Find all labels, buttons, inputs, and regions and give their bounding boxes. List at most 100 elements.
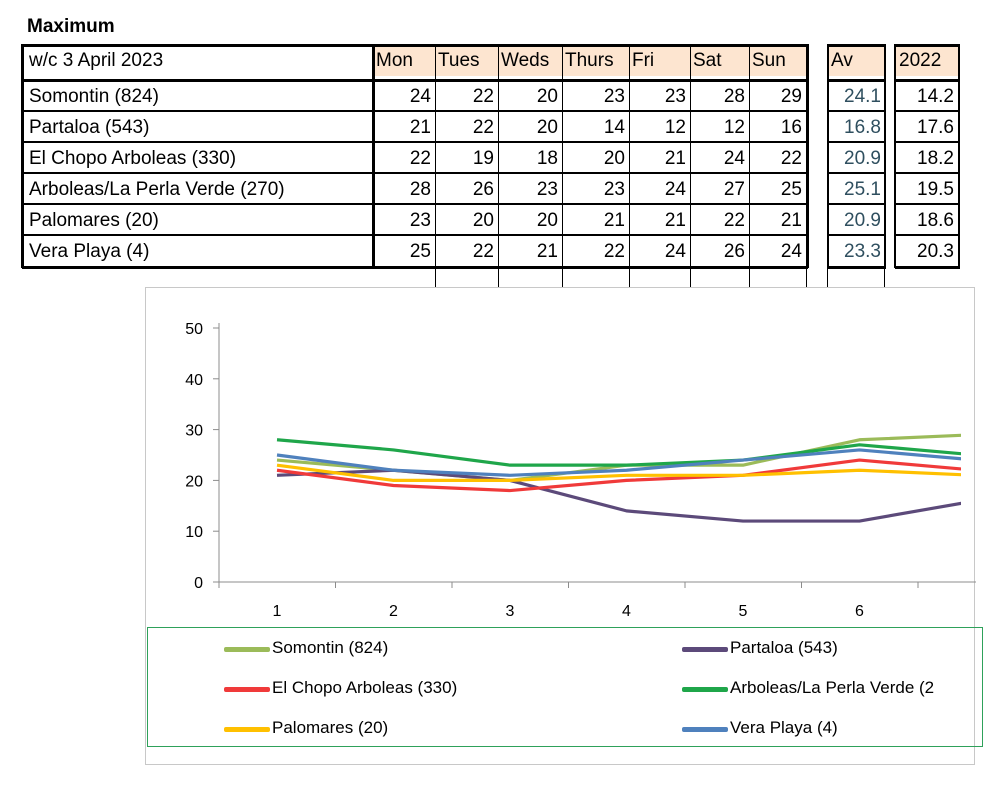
table-cell: 23	[409, 210, 431, 231]
station-name: Vera Playa (4)	[29, 241, 150, 262]
table-rule	[828, 234, 886, 236]
table-rule	[827, 268, 828, 288]
table-rule	[435, 44, 436, 268]
legend-swatch	[682, 727, 728, 732]
day-header-weds: Weds	[498, 46, 562, 76]
table-cell: 22	[723, 210, 745, 231]
table-cell: 21	[603, 210, 625, 231]
table-rule	[22, 172, 808, 174]
table-cell: 26	[472, 179, 494, 200]
table-cell: 25	[780, 179, 802, 200]
table-cell: 21	[780, 210, 802, 231]
table-cell: 20	[603, 148, 625, 169]
table-cell: 23	[536, 179, 558, 200]
table-rule	[22, 141, 808, 143]
x-tick-label: 6	[855, 603, 864, 620]
table-rule	[828, 110, 886, 112]
table-cell: 21	[536, 241, 558, 262]
table-rule	[629, 44, 630, 268]
chart-legend: Somontin (824) Partaloa (543) El Chopo Arb…	[147, 627, 983, 747]
x-tick-label: 4	[622, 603, 631, 620]
y-tick-label: 10	[185, 524, 203, 541]
table-rule	[958, 44, 960, 268]
table-rule	[895, 110, 960, 112]
series-line-2	[276, 458, 961, 493]
table-rule	[498, 268, 499, 288]
day-header-thurs: Thurs	[562, 46, 629, 76]
table-rule	[894, 44, 896, 268]
station-name: Partaloa (543)	[29, 117, 150, 138]
table-rule	[749, 44, 750, 268]
series-line-0	[276, 433, 961, 482]
legend-label: Arboleas/La Perla Verde (2	[730, 678, 935, 697]
station-name: Somontin (824)	[29, 86, 159, 107]
table-rule	[562, 268, 563, 288]
day-header-sun: Sun	[749, 46, 806, 76]
legend-swatch	[224, 727, 270, 732]
y-tick-label: 0	[194, 575, 203, 592]
table-rule	[895, 234, 960, 236]
legend-label: Partaloa (543)	[730, 638, 838, 657]
table-rule	[895, 266, 960, 269]
table-cell: 20	[536, 117, 558, 138]
table-rule	[562, 44, 563, 268]
table-cell: 21	[664, 148, 686, 169]
table-cell: 28	[409, 179, 431, 200]
table-title: Maximum	[27, 16, 115, 37]
table-cell: 22	[603, 241, 625, 262]
y-tick-label: 50	[185, 321, 203, 338]
prev-year-value: 18.2	[917, 148, 954, 169]
day-header-sat: Sat	[690, 46, 749, 76]
table-cell: 16	[780, 117, 802, 138]
prev-year-value: 18.6	[917, 210, 954, 231]
average-header: Av	[828, 46, 885, 76]
line-chart: 0 10 20 30 40 50 1 2 3 4 5 6	[185, 321, 976, 620]
table-rule	[690, 268, 691, 288]
legend-swatch	[682, 687, 728, 692]
legend-swatch	[682, 647, 728, 652]
table-rule	[22, 110, 808, 112]
table-rule	[828, 266, 886, 269]
table-cell: 20	[536, 210, 558, 231]
average-value: 25.1	[844, 179, 881, 200]
table-rule	[828, 141, 886, 143]
table-cell: 24	[664, 179, 686, 200]
table-rule	[690, 44, 691, 268]
table-cell: 19	[472, 148, 494, 169]
x-tick-label: 2	[389, 603, 398, 620]
table-cell: 24	[723, 148, 745, 169]
table-cell: 23	[603, 86, 625, 107]
table-rule	[22, 203, 808, 205]
table-cell: 22	[472, 241, 494, 262]
day-header-tues: Tues	[435, 46, 498, 76]
average-value: 20.9	[844, 210, 881, 231]
prev-year-value: 20.3	[917, 241, 954, 262]
table-rule	[828, 44, 886, 47]
table-rule	[22, 234, 808, 236]
table-cell: 22	[472, 86, 494, 107]
table-cell: 20	[536, 86, 558, 107]
series-line-5	[276, 448, 961, 477]
table-rule	[827, 44, 829, 268]
series-line-4	[276, 463, 961, 482]
legend-label: Somontin (824)	[272, 638, 389, 657]
table-rule	[895, 172, 960, 174]
prev-year-value: 19.5	[917, 179, 954, 200]
y-tick-label: 30	[185, 423, 203, 440]
table-cell: 26	[723, 241, 745, 262]
prev-year-header: 2022	[896, 46, 958, 76]
table-cell: 24	[409, 86, 431, 107]
table-cell: 23	[603, 179, 625, 200]
table-cell: 18	[536, 148, 558, 169]
legend-label: Palomares (20)	[272, 718, 389, 737]
table-rule	[22, 79, 808, 82]
table-cell: 21	[664, 210, 686, 231]
table-cell: 21	[409, 117, 431, 138]
table-rule	[435, 268, 436, 288]
table-cell: 22	[780, 148, 802, 169]
table-rule	[749, 268, 750, 288]
table-cell: 22	[472, 117, 494, 138]
day-header-fri: Fri	[629, 46, 690, 76]
table-rule	[828, 172, 886, 174]
table-cell: 28	[723, 86, 745, 107]
